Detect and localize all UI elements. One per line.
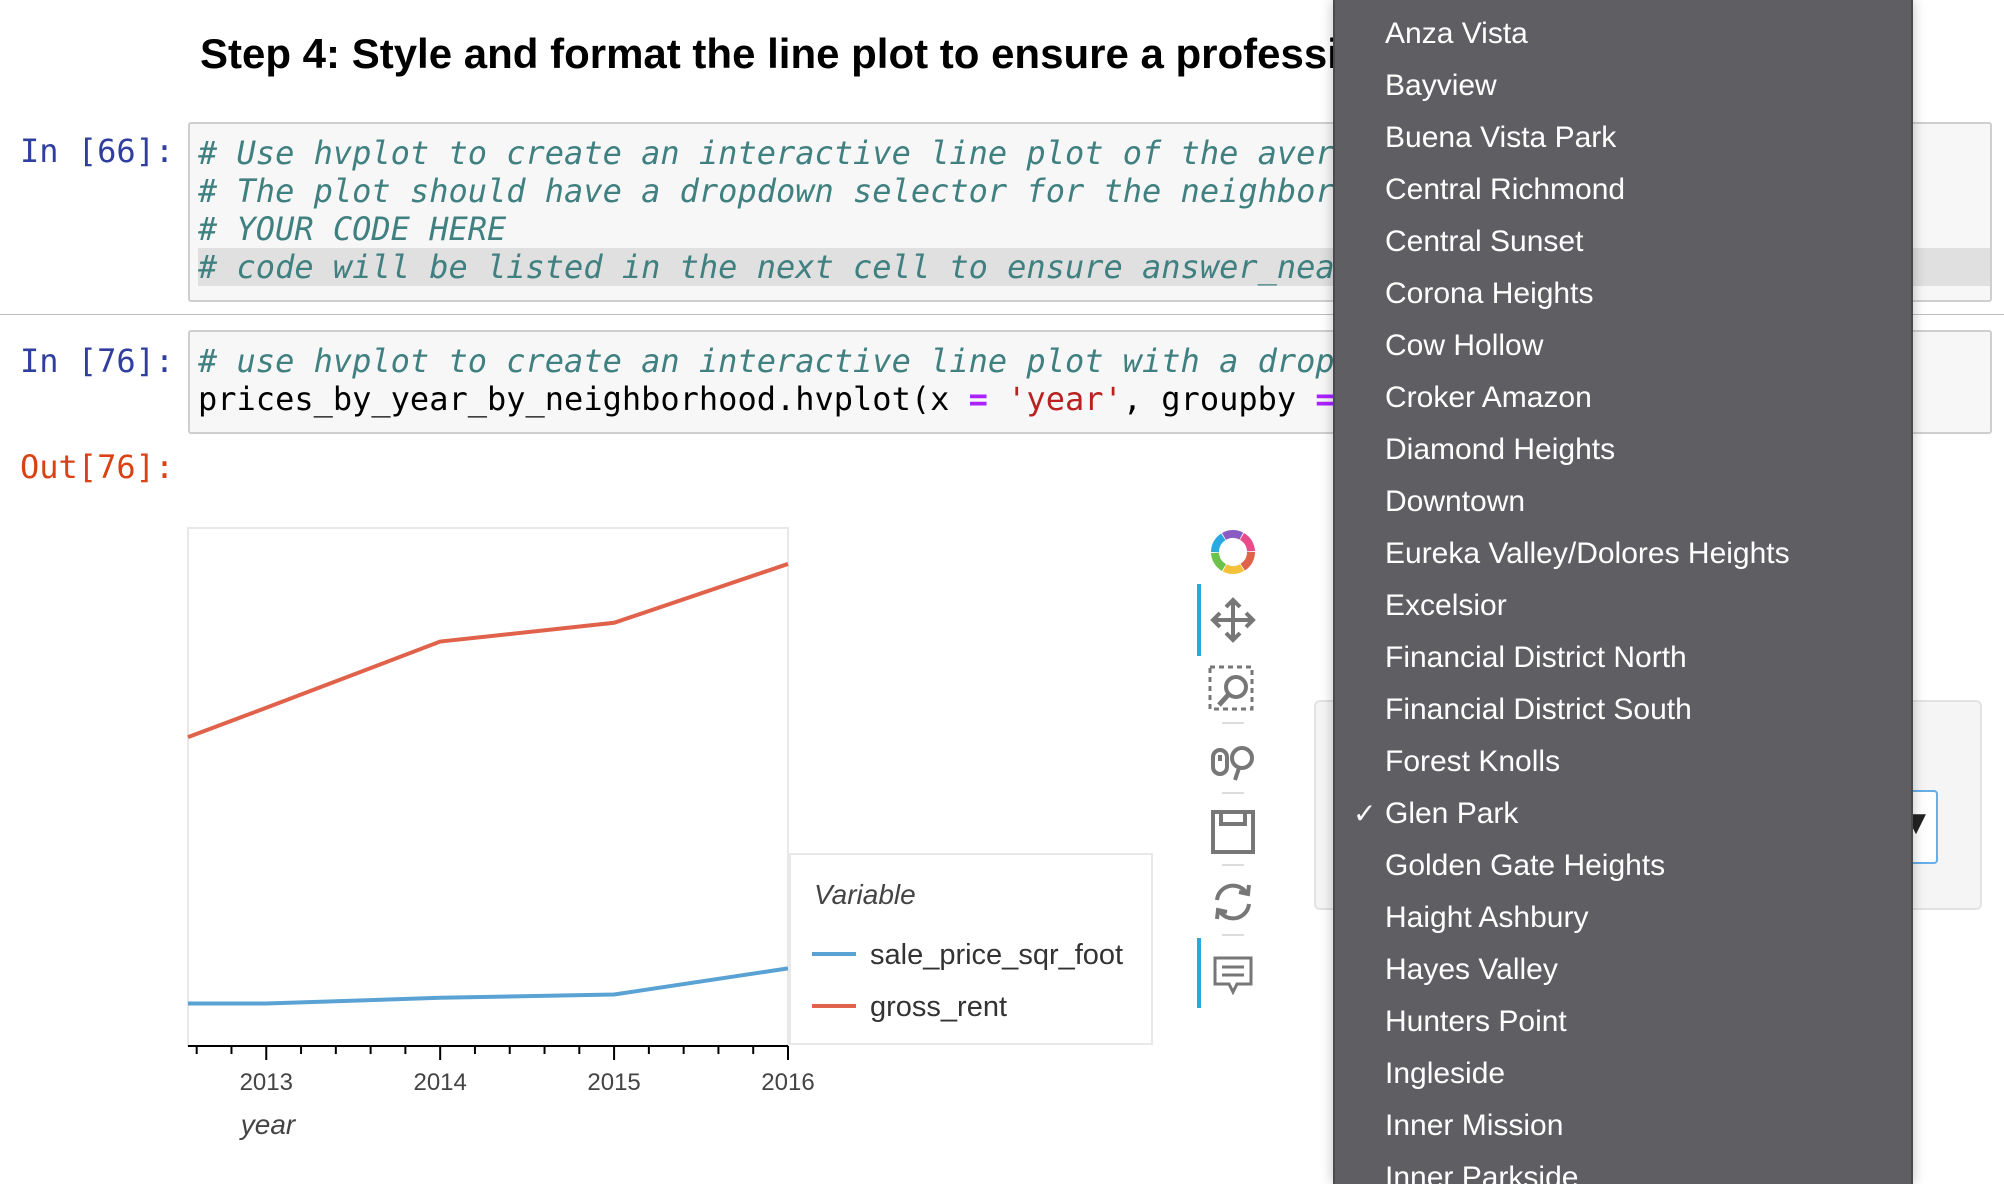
toolbar-divider [1222, 722, 1244, 724]
dropdown-option[interactable]: Eureka Valley/Dolores Heights [1385, 537, 1790, 570]
section-heading: Step 4: Style and format the line plot t… [200, 30, 1339, 77]
x-tick-label: 2014 [413, 1069, 466, 1096]
toolbar-divider [1222, 792, 1244, 794]
dropdown-option[interactable]: Forest Knolls [1385, 745, 1561, 778]
dropdown-option[interactable]: Golden Gate Heights [1385, 849, 1666, 882]
neighborhood-dropdown-list[interactable]: Anza Vista Bayview Buena Vista Park Central… [1333, 0, 1913, 1184]
checkmark-icon: ✓ [1353, 797, 1377, 830]
hover-icon[interactable] [1205, 946, 1261, 1002]
dropdown-option[interactable]: Croker Amazon [1385, 381, 1592, 414]
active-tool-indicator [1197, 584, 1201, 656]
dropdown-option[interactable]: Bayview [1385, 69, 1497, 102]
code-token: = [968, 380, 988, 418]
legend-box [789, 853, 1153, 1045]
dropdown-option[interactable]: Central Richmond [1385, 173, 1626, 206]
save-icon[interactable] [1205, 804, 1261, 860]
legend-label: gross_rent [870, 991, 1007, 1023]
x-tick-label: 2013 [240, 1069, 293, 1096]
active-tool-indicator [1197, 938, 1201, 1008]
bokeh-logo-icon[interactable] [1205, 524, 1261, 580]
code-line: # The plot should have a dropdown select… [198, 172, 1335, 210]
cell-66-prompt: In [66]: [20, 132, 175, 170]
legend-title: Variable [814, 879, 916, 910]
dropdown-option[interactable]: Downtown [1385, 485, 1526, 518]
code-token: prices_by_year_by_neighborhood.hvplot(x [198, 380, 969, 418]
dropdown-option[interactable]: Inner Parkside [1385, 1161, 1579, 1184]
dropdown-option[interactable]: Financial District North [1385, 641, 1687, 674]
dropdown-option[interactable]: Excelsior [1385, 589, 1507, 622]
plot-area [187, 527, 789, 1047]
toolbar-divider [1222, 864, 1244, 866]
legend-label: sale_price_sqr_foot [870, 939, 1123, 971]
dropdown-option[interactable]: Hunters Point [1385, 1005, 1567, 1038]
code-line: # Use hvplot to create an interactive li… [198, 134, 1335, 172]
code-line: # YOUR CODE HERE [198, 210, 507, 248]
dropdown-option[interactable]: Inner Mission [1385, 1109, 1564, 1142]
pan-icon[interactable] [1205, 592, 1261, 648]
dropdown-option[interactable]: Buena Vista Park [1385, 121, 1617, 154]
x-tick-label: 2015 [587, 1069, 640, 1096]
toolbar-divider [1222, 934, 1244, 936]
dropdown-option[interactable]: Haight Ashbury [1385, 901, 1589, 934]
code-token: = [1315, 380, 1335, 418]
dropdown-option[interactable]: Cow Hollow [1385, 329, 1544, 362]
cell-separator [0, 314, 2004, 315]
dropdown-option[interactable]: Anza Vista [1385, 17, 1528, 50]
code-line: prices_by_year_by_neighborhood.hvplot(x … [198, 380, 1335, 418]
dropdown-option[interactable]: Central Sunset [1385, 225, 1584, 258]
dropdown-option[interactable]: Financial District South [1385, 693, 1692, 726]
x-axis-label: year [239, 1109, 297, 1140]
box-zoom-icon[interactable] [1205, 662, 1261, 718]
x-tick-label: 2016 [761, 1069, 814, 1096]
code-token: , groupby [1122, 380, 1316, 418]
series-line-gross_rent [187, 562, 789, 740]
code-token: 'year' [1007, 380, 1123, 418]
reset-icon[interactable] [1205, 874, 1261, 930]
wheel-zoom-icon[interactable] [1205, 734, 1261, 790]
dropdown-option[interactable]: Hayes Valley [1385, 953, 1558, 986]
out-76-prompt: Out[76]: [20, 448, 175, 486]
series-line-sale_price_sqr_foot [188, 966, 789, 1006]
dropdown-option[interactable]: Glen Park [1385, 797, 1519, 830]
cell-76-prompt: In [76]: [20, 342, 175, 380]
code-line: # use hvplot to create an interactive li… [198, 342, 1335, 380]
dropdown-option[interactable]: Diamond Heights [1385, 433, 1616, 466]
dropdown-option[interactable]: Corona Heights [1385, 277, 1594, 310]
dropdown-option[interactable]: Ingleside [1385, 1057, 1506, 1090]
